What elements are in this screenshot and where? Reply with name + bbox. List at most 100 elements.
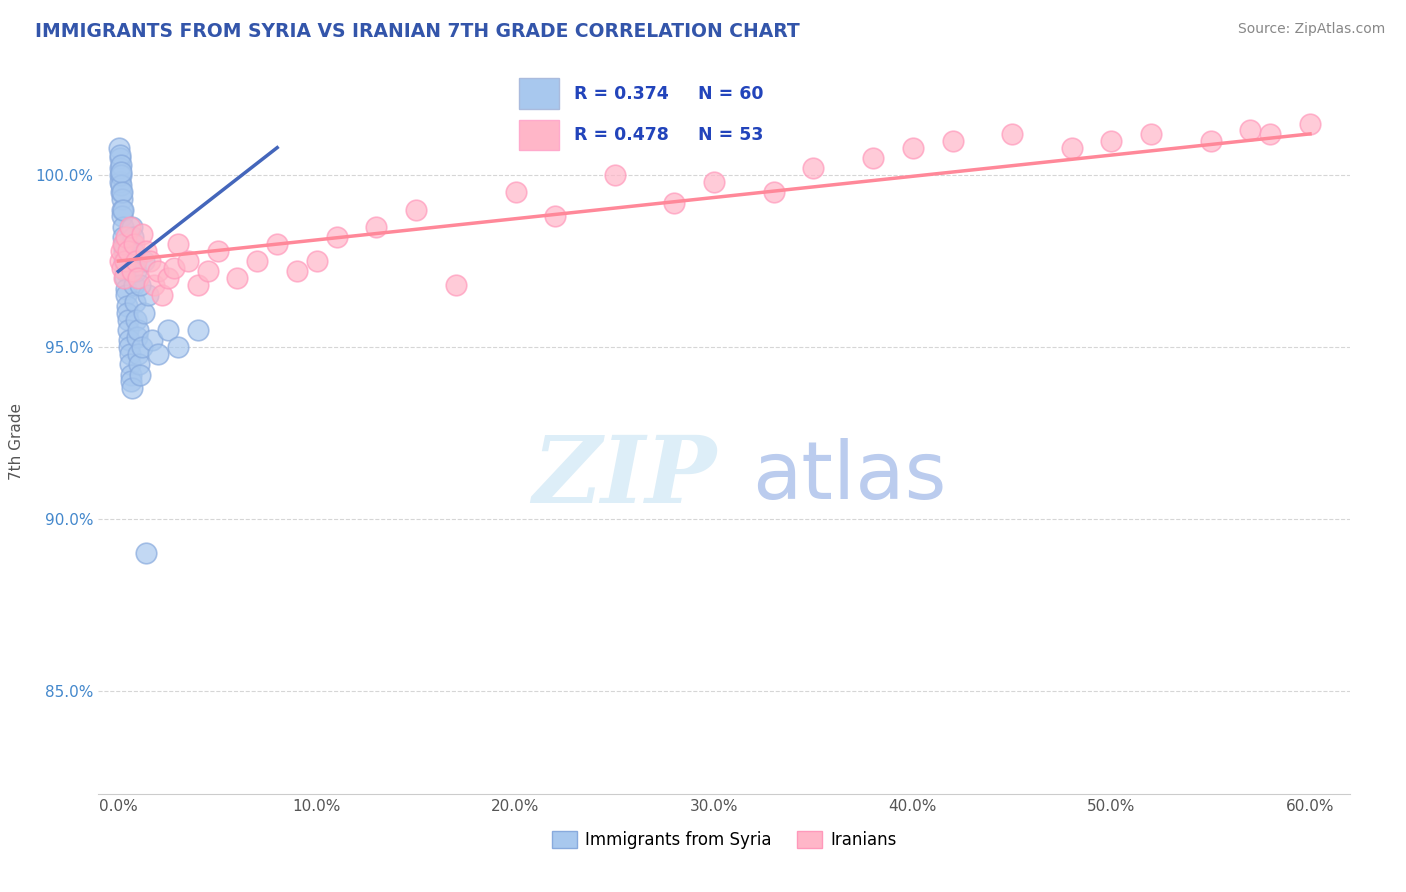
Point bbox=[163, 260, 186, 275]
Point bbox=[266, 236, 288, 251]
Text: ZIP: ZIP bbox=[531, 432, 716, 522]
Point bbox=[112, 254, 135, 268]
Point bbox=[112, 244, 135, 258]
Point bbox=[505, 186, 527, 200]
Point bbox=[305, 254, 328, 268]
Point bbox=[146, 264, 169, 278]
Point bbox=[122, 236, 145, 251]
Point bbox=[118, 340, 141, 354]
Point bbox=[121, 219, 143, 234]
Point bbox=[112, 236, 135, 251]
Point bbox=[110, 147, 132, 161]
Point bbox=[139, 254, 162, 268]
Point bbox=[146, 347, 169, 361]
Point bbox=[124, 295, 146, 310]
Point bbox=[121, 264, 143, 278]
Point bbox=[117, 323, 139, 337]
Point bbox=[117, 312, 139, 326]
Point bbox=[132, 305, 155, 319]
Point bbox=[114, 264, 136, 278]
Point bbox=[121, 381, 143, 395]
Point bbox=[132, 254, 155, 268]
Point bbox=[110, 175, 132, 189]
Point bbox=[246, 254, 269, 268]
Point bbox=[603, 168, 626, 182]
Point bbox=[803, 161, 825, 176]
Point bbox=[167, 236, 190, 251]
Point bbox=[1099, 134, 1122, 148]
Point bbox=[128, 357, 150, 371]
Point bbox=[115, 305, 138, 319]
Point bbox=[112, 236, 135, 251]
Point bbox=[131, 340, 153, 354]
Point bbox=[127, 271, 149, 285]
Point bbox=[862, 151, 884, 165]
Point bbox=[108, 161, 131, 176]
Text: Source: ZipAtlas.com: Source: ZipAtlas.com bbox=[1237, 22, 1385, 37]
Point bbox=[129, 278, 152, 293]
Point bbox=[207, 244, 229, 258]
Point bbox=[110, 186, 132, 200]
Point bbox=[111, 186, 134, 200]
Point bbox=[156, 271, 179, 285]
Point bbox=[1239, 123, 1261, 137]
Point bbox=[111, 202, 134, 217]
Point bbox=[112, 202, 135, 217]
Point bbox=[444, 278, 467, 293]
Point bbox=[141, 333, 163, 347]
Point bbox=[112, 230, 135, 244]
Point bbox=[127, 323, 149, 337]
Point bbox=[108, 168, 131, 182]
Point bbox=[115, 230, 138, 244]
Point bbox=[366, 219, 388, 234]
Point bbox=[125, 254, 148, 268]
Y-axis label: 7th Grade: 7th Grade bbox=[10, 403, 24, 480]
Point bbox=[544, 210, 567, 224]
Point bbox=[112, 271, 135, 285]
Point bbox=[114, 271, 136, 285]
Point bbox=[143, 278, 166, 293]
Point bbox=[405, 202, 427, 217]
Point bbox=[120, 219, 142, 234]
Text: IMMIGRANTS FROM SYRIA VS IRANIAN 7TH GRADE CORRELATION CHART: IMMIGRANTS FROM SYRIA VS IRANIAN 7TH GRA… bbox=[35, 22, 800, 41]
Text: atlas: atlas bbox=[752, 438, 946, 516]
Legend: Immigrants from Syria, Iranians: Immigrants from Syria, Iranians bbox=[546, 824, 903, 856]
Point bbox=[197, 264, 219, 278]
Point bbox=[118, 347, 141, 361]
Point bbox=[285, 264, 308, 278]
Point bbox=[110, 244, 132, 258]
Point bbox=[117, 333, 139, 347]
Text: R = 0.478: R = 0.478 bbox=[574, 126, 669, 144]
Point bbox=[125, 264, 148, 278]
Point bbox=[120, 368, 142, 382]
Point bbox=[135, 244, 157, 258]
Point bbox=[108, 141, 131, 155]
Point bbox=[1258, 127, 1281, 141]
Point bbox=[111, 192, 134, 206]
Point bbox=[177, 254, 200, 268]
Point bbox=[127, 329, 149, 343]
Text: R = 0.374: R = 0.374 bbox=[574, 85, 669, 103]
Point bbox=[136, 288, 159, 302]
Point bbox=[117, 244, 139, 258]
Point bbox=[111, 210, 134, 224]
FancyBboxPatch shape bbox=[519, 78, 558, 109]
Point bbox=[115, 288, 138, 302]
Point bbox=[167, 340, 190, 354]
Point bbox=[121, 230, 143, 244]
Point bbox=[901, 141, 924, 155]
Point bbox=[125, 312, 148, 326]
Point bbox=[111, 260, 134, 275]
Point bbox=[129, 368, 152, 382]
Point bbox=[187, 323, 209, 337]
Point bbox=[120, 375, 142, 389]
Point bbox=[1060, 141, 1083, 155]
Point bbox=[127, 347, 149, 361]
Point bbox=[1140, 127, 1163, 141]
Point bbox=[326, 230, 349, 244]
Point bbox=[1001, 127, 1024, 141]
Point bbox=[110, 168, 132, 182]
Point bbox=[111, 219, 134, 234]
Point bbox=[135, 546, 157, 560]
Point bbox=[664, 195, 686, 210]
